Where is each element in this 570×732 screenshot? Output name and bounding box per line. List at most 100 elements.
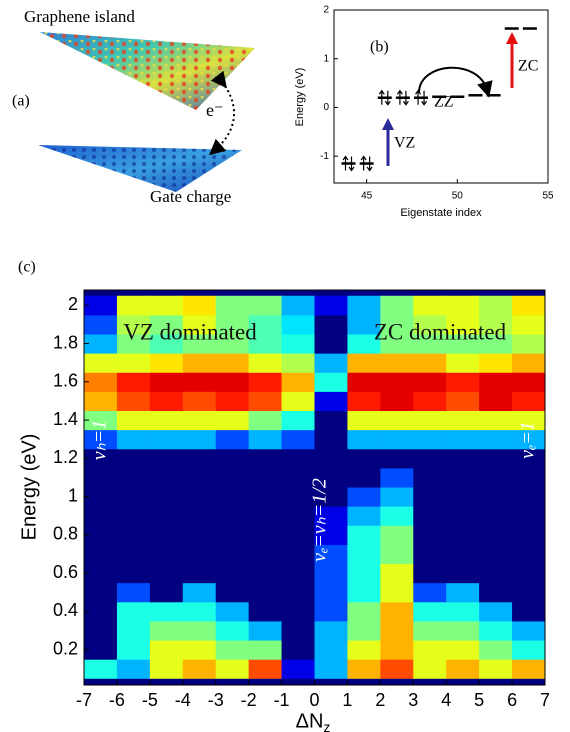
heat-cell [149, 563, 184, 584]
heat-cell [314, 620, 348, 641]
heat-cell [182, 314, 217, 335]
y-tick-label: 0.2 [53, 638, 78, 658]
heat-cell [446, 295, 480, 316]
heat-cell [281, 544, 315, 565]
heat-cell [182, 410, 217, 431]
heat-cell [116, 582, 151, 603]
heat-cell [215, 448, 250, 469]
x-tick-label: -7 [76, 690, 92, 710]
gate-texture [38, 145, 242, 192]
heat-cell [182, 582, 217, 603]
heat-cell [149, 659, 184, 679]
heat-cell [380, 506, 414, 526]
heat-cell [413, 467, 447, 488]
heatmap [84, 290, 545, 685]
heat-cell [116, 391, 151, 412]
heat-cell [248, 467, 283, 488]
heat-cell [149, 429, 184, 450]
heat-cell [413, 544, 447, 565]
heat-cell [248, 659, 283, 679]
heat-cell [281, 525, 315, 545]
heat-cell [479, 601, 513, 622]
heat-cell [215, 467, 250, 488]
heat-cell [248, 563, 283, 584]
heat-cell [116, 429, 151, 450]
heat-cell [116, 487, 151, 507]
heat-cell [248, 353, 283, 373]
heat-cell [182, 295, 217, 316]
x-tick-label: 7 [540, 690, 550, 710]
heat-cell [248, 506, 283, 526]
heat-cell [479, 659, 513, 679]
heat-cell [512, 353, 545, 373]
heat-cell [446, 487, 480, 507]
heat-cell [512, 620, 545, 641]
heat-cell [380, 640, 414, 660]
heat-cell [380, 429, 414, 450]
heat-cell [446, 410, 480, 431]
heat-cell [149, 525, 184, 545]
heat-cell [380, 659, 414, 679]
panel-label: (a) [12, 93, 30, 110]
heat-cell [314, 506, 348, 526]
heat-cell [84, 659, 118, 679]
heat-cell [215, 372, 250, 392]
spin-down [384, 90, 391, 106]
island-texture [40, 32, 255, 110]
heat-cell [413, 353, 447, 373]
heat-cell [413, 563, 447, 584]
heat-cell [314, 314, 348, 335]
heat-cell [182, 448, 217, 469]
heat-cell [314, 640, 348, 660]
heat-cell [116, 544, 151, 565]
heat-cell [446, 525, 480, 545]
heat-cell [149, 448, 184, 469]
heat-cell [248, 391, 283, 412]
heat-cell [116, 659, 151, 679]
heat-cell [248, 372, 283, 392]
heat-cell [512, 333, 545, 354]
heat-cell [380, 314, 414, 335]
plot-frame [333, 9, 549, 184]
heat-cell [347, 372, 381, 392]
heat-cell [84, 582, 118, 603]
spin-down [366, 156, 373, 172]
heat-cell [314, 372, 348, 392]
x-tick-label: -4 [175, 690, 191, 710]
x-tick-label: 45 [361, 191, 373, 202]
heat-cell [479, 333, 513, 354]
heat-cell [347, 295, 381, 316]
heat-cell [380, 410, 414, 431]
heat-cell [182, 429, 217, 450]
heat-cell [446, 391, 480, 412]
y-tick-label: 1.8 [53, 332, 78, 352]
heat-cell [84, 353, 118, 373]
heat-cell [512, 429, 545, 450]
heat-cell [512, 525, 545, 545]
heat-cell [84, 429, 118, 450]
x-tick-label: 0 [309, 690, 319, 710]
heat-cell [116, 601, 151, 622]
heat-cell [479, 640, 513, 660]
heat-cell [512, 467, 545, 488]
heat-cell [512, 410, 545, 431]
heat-cell [314, 448, 348, 469]
heat-cell [512, 544, 545, 565]
x-tick-label: -1 [274, 690, 290, 710]
heat-cell [479, 563, 513, 584]
panel-b: (b) VZ ZZ ZC Eigenstate index Energy (eV… [294, 5, 554, 219]
heat-cell [512, 563, 545, 584]
heat-cell [446, 506, 480, 526]
heat-cell [248, 640, 283, 660]
heat-cell [248, 582, 283, 603]
heat-cell [84, 620, 118, 641]
heat-cell [446, 448, 480, 469]
electron-label: e⁻ [206, 100, 224, 120]
heat-cell [182, 467, 217, 488]
annotation: νₑ=1 [517, 421, 539, 459]
heat-cell [413, 429, 447, 450]
heat-cell [413, 659, 447, 679]
annotation: VZ [394, 135, 415, 152]
heat-cell [248, 410, 283, 431]
spin-up [342, 155, 349, 171]
